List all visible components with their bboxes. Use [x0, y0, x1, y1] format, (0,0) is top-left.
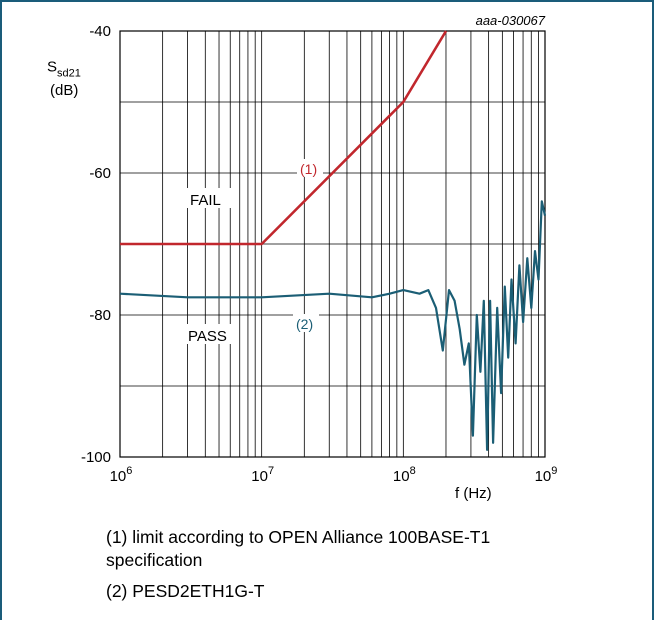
y-tick-label: -40: [89, 23, 111, 40]
y-axis-label: Ssd21: [47, 59, 81, 80]
pass-label-bg: [185, 324, 233, 344]
x-tick-label: 107: [251, 465, 274, 485]
x-axis-label: f (Hz): [455, 485, 492, 502]
y-axis: -40 -60 -80 -100: [81, 23, 111, 466]
x-tick-label: 106: [110, 465, 133, 485]
series-layer: [119, 30, 547, 451]
x-tick-label: 109: [535, 465, 558, 485]
fail-label-bg: [187, 188, 231, 208]
series-limit-line: [120, 30, 448, 246]
figure-notes: (1) limit according to OPEN Alliance 100…: [106, 526, 576, 611]
y-tick-label: -100: [81, 449, 111, 466]
series-2-label-bg: [293, 314, 319, 332]
figure-id: aaa-030067: [476, 13, 546, 28]
series-2-label: (2): [296, 316, 313, 332]
x-tick-label: 108: [393, 465, 416, 485]
series-1-label: (1): [300, 161, 317, 177]
y-axis-label-sub: sd21: [57, 68, 81, 80]
x-axis: 106 107 108 109: [110, 465, 558, 485]
y-axis-label-main: S: [47, 59, 57, 76]
pass-region-label: PASS: [188, 328, 227, 345]
series-measured-line: [119, 200, 547, 451]
series-1-label-bg: [297, 159, 323, 177]
chart: -40 -60 -80 -100 106 107 108 109 aaa-030067 Ss…: [47, 13, 558, 502]
note-2: (2) PESD2ETH1G-T: [106, 581, 265, 601]
note-1: (1) limit according to OPEN Alliance 100…: [106, 527, 491, 570]
fail-region-label: FAIL: [190, 192, 221, 209]
y-tick-label: -60: [89, 165, 111, 182]
y-axis-unit: (dB): [50, 82, 78, 99]
y-tick-label: -80: [89, 307, 111, 324]
